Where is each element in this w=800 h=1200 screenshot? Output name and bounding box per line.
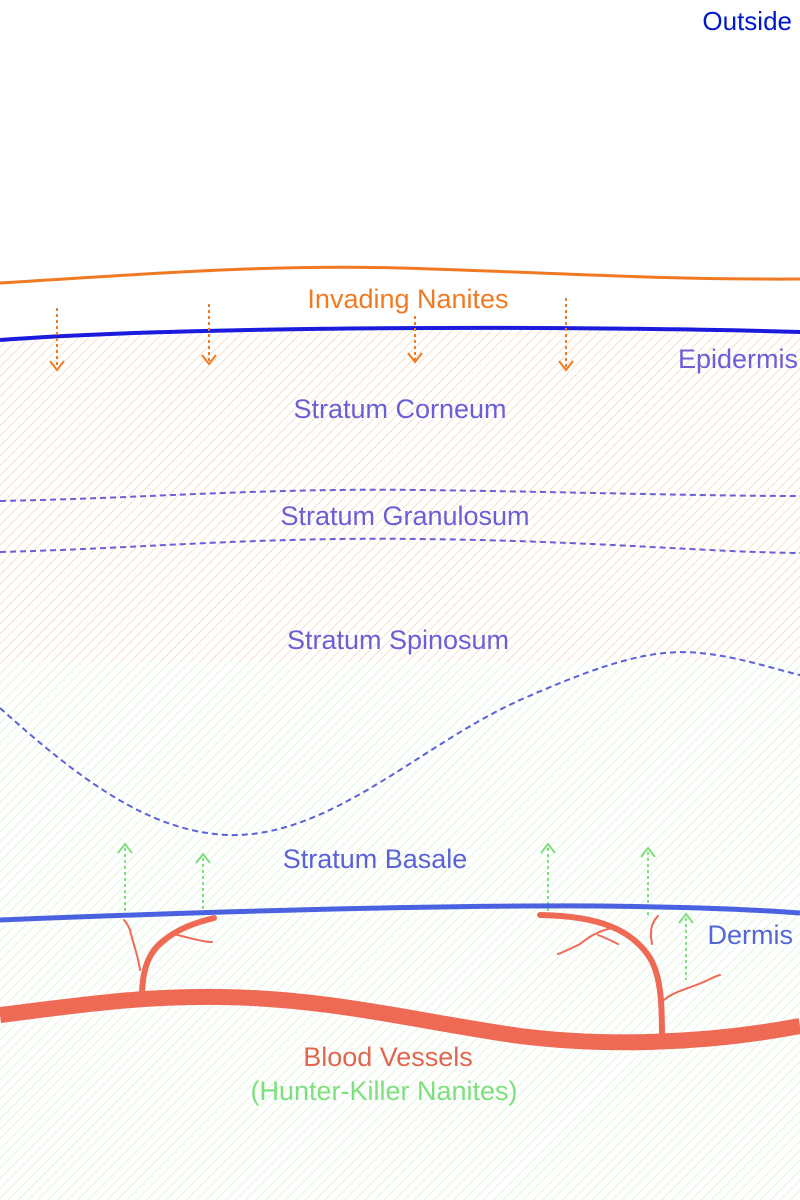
spinosum-basale-boundary — [0, 651, 800, 837]
capillary-right — [537, 912, 665, 1043]
outside-label: Outside — [702, 6, 792, 36]
capillary-left — [139, 915, 217, 1001]
stratum-granulosum-label: Stratum Granulosum — [280, 501, 529, 531]
capillary-left-twig — [123, 919, 141, 971]
granulosum-spinosum-boundary — [0, 537, 800, 554]
invading-nanites-line — [0, 265, 800, 285]
blood-vessels-label: Blood Vessels — [303, 1042, 473, 1072]
dermis-boundary-line — [0, 903, 800, 923]
stratum-corneum-label: Stratum Corneum — [293, 394, 506, 424]
epidermis-region — [0, 327, 800, 662]
epidermis-surface-line — [0, 325, 800, 342]
capillary-right-twig — [663, 974, 721, 1001]
hunter-arrow — [540, 842, 556, 914]
dermis-label: Dermis — [708, 920, 794, 950]
stratum-spinosum-label: Stratum Spinosum — [287, 625, 509, 655]
invading-nanite-arrows — [49, 298, 574, 372]
hunter-arrow — [678, 912, 694, 980]
hunter-killer-nanites-label: (Hunter-Killer Nanites) — [250, 1076, 517, 1106]
invading-arrow — [49, 308, 65, 372]
stratum-basale-label: Stratum Basale — [283, 844, 468, 874]
hunter-arrow — [195, 852, 211, 916]
capillary-right-twig — [597, 934, 619, 945]
epidermis-label: Epidermis — [678, 344, 798, 374]
invading-nanites-label: Invading Nanites — [307, 284, 508, 314]
corneum-granulosum-boundary — [0, 488, 800, 502]
capillary-left-twig — [171, 933, 213, 943]
invading-arrow — [558, 298, 574, 372]
hunter-arrow — [117, 842, 133, 918]
invading-arrow — [407, 316, 423, 364]
main-blood-vessel — [0, 988, 800, 1051]
blood-vessels — [0, 912, 800, 1051]
capillary-right-twig — [649, 915, 659, 945]
dermis-region — [0, 662, 800, 1200]
invading-arrow — [201, 304, 217, 366]
capillary-right-twig — [557, 927, 613, 955]
